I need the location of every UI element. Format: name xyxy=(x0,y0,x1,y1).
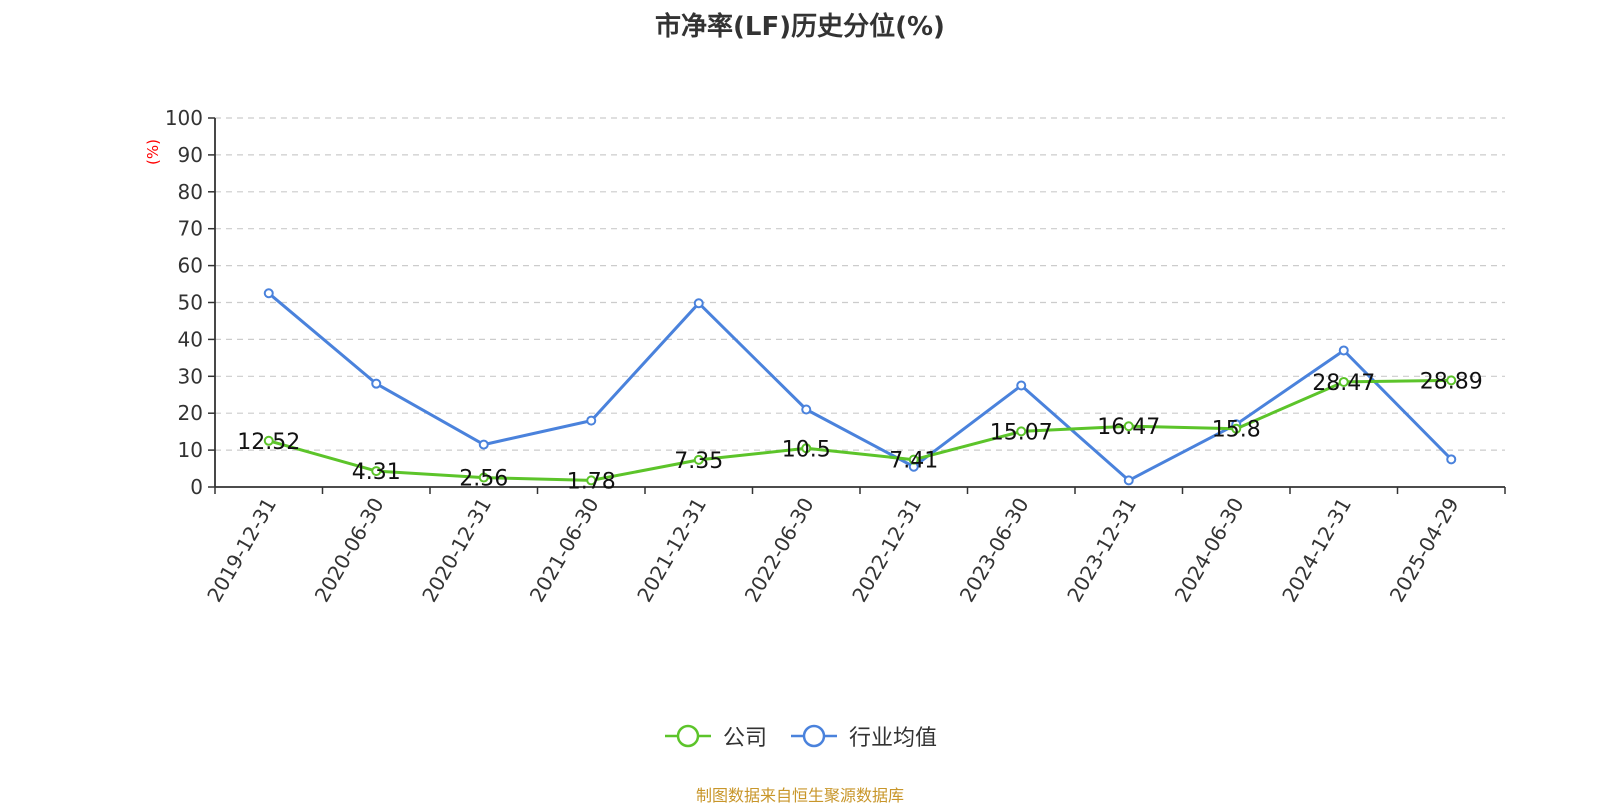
legend-item-company[interactable]: 公司 xyxy=(663,720,767,752)
data-point-company xyxy=(1231,423,1242,434)
axis-layer: 0 10 20 30 40 50 60 70 80 90 100(%) 2019-12-31 2020-… xyxy=(144,106,1506,607)
y-tick-label: 90 xyxy=(178,143,203,167)
data-point-industry xyxy=(693,298,704,309)
data-label: 15.8 xyxy=(1212,418,1261,443)
data-label: 7.41 xyxy=(889,449,938,474)
y-tick-label: 80 xyxy=(178,180,203,204)
data-point-company xyxy=(693,454,704,465)
data-label: 16.47 xyxy=(1097,415,1160,440)
data-label: 1.78 xyxy=(567,469,616,494)
legend-label-industry: 行业均值 xyxy=(849,726,938,751)
data-label: 28.47 xyxy=(1312,371,1375,396)
data-label: 7.35 xyxy=(674,449,723,474)
data-label: 10.5 xyxy=(782,437,831,462)
x-tick-label: 2022-12-31 xyxy=(847,494,926,607)
x-tick-label: 2019-12-31 xyxy=(202,494,281,607)
data-label: 12.52 xyxy=(237,430,300,455)
data-label: 2.56 xyxy=(459,467,508,492)
series-layer xyxy=(263,288,1457,486)
data-point-industry xyxy=(371,378,382,389)
data-label-layer: 12.52 4.31 2.56 1.78 7.35 10.5 7.41 15.07 16.47 1… xyxy=(237,369,1482,494)
y-tick-label: 0 xyxy=(190,475,203,499)
x-tick-label: 2022-06-30 xyxy=(740,494,819,607)
data-point-company xyxy=(908,454,919,465)
data-point-industry xyxy=(1338,345,1349,356)
data-point-company xyxy=(263,435,274,446)
y-tick-label: 40 xyxy=(178,327,203,351)
data-label: 4.31 xyxy=(352,460,401,485)
data-point-industry xyxy=(801,404,812,415)
chart-title: 市净率(LF)历史分位(%) xyxy=(655,12,945,42)
legend-item-industry[interactable]: 行业均值 xyxy=(789,720,937,752)
series-line-company xyxy=(268,378,1452,482)
y-tick-label: 10 xyxy=(178,438,203,462)
x-tick-label: 2021-06-30 xyxy=(525,494,604,607)
y-tick-label: 50 xyxy=(178,291,203,315)
y-tick-label: 30 xyxy=(178,364,203,388)
x-tick-label: 2023-06-30 xyxy=(955,494,1034,607)
y-tick-label: 100 xyxy=(165,106,203,130)
data-point-industry xyxy=(1446,454,1457,465)
data-point-company xyxy=(1123,421,1134,432)
data-point-industry xyxy=(263,288,274,299)
data-point-company xyxy=(801,443,812,454)
y-tick-label: 20 xyxy=(178,401,203,425)
data-label: 15.07 xyxy=(990,420,1053,445)
source-note: 制图数据来自恒生聚源数据库 xyxy=(695,786,904,805)
x-tick-label: 2025-04-29 xyxy=(1385,494,1464,607)
data-point-industry xyxy=(586,415,597,426)
legend-line-circle-icon xyxy=(664,724,711,748)
data-point-company xyxy=(1446,375,1457,386)
data-point-industry xyxy=(1123,475,1134,486)
x-tick-label: 2021-12-31 xyxy=(632,494,711,607)
line-chart: 0 10 20 30 40 50 60 70 80 90 100(%) 2019-12-31 2020-… xyxy=(144,106,1506,607)
data-point-company xyxy=(1016,426,1027,437)
x-tick-label: 2020-06-30 xyxy=(310,494,389,607)
x-tick-label: 2024-12-31 xyxy=(1277,494,1356,607)
legend-line-circle-icon xyxy=(791,724,837,748)
x-tick-label: 2023-12-31 xyxy=(1062,494,1141,607)
y-tick-label: 70 xyxy=(178,217,203,241)
data-point-company xyxy=(371,466,382,477)
y-axis-label: (%) xyxy=(144,139,162,165)
data-point-company xyxy=(586,475,597,486)
data-point-industry xyxy=(478,439,489,450)
data-point-company xyxy=(478,472,489,483)
legend-label-company: 公司 xyxy=(722,726,767,751)
legend: 公司 行业均值 xyxy=(0,720,1600,752)
x-tick-label: 2020-12-31 xyxy=(417,494,496,607)
data-point-company xyxy=(1338,376,1349,387)
series-line-industry xyxy=(267,292,1453,482)
data-label: 28.89 xyxy=(1420,369,1483,394)
y-tick-label: 60 xyxy=(178,254,203,278)
data-point-industry xyxy=(1016,380,1027,391)
x-tick-label: 2024-06-30 xyxy=(1170,494,1249,607)
